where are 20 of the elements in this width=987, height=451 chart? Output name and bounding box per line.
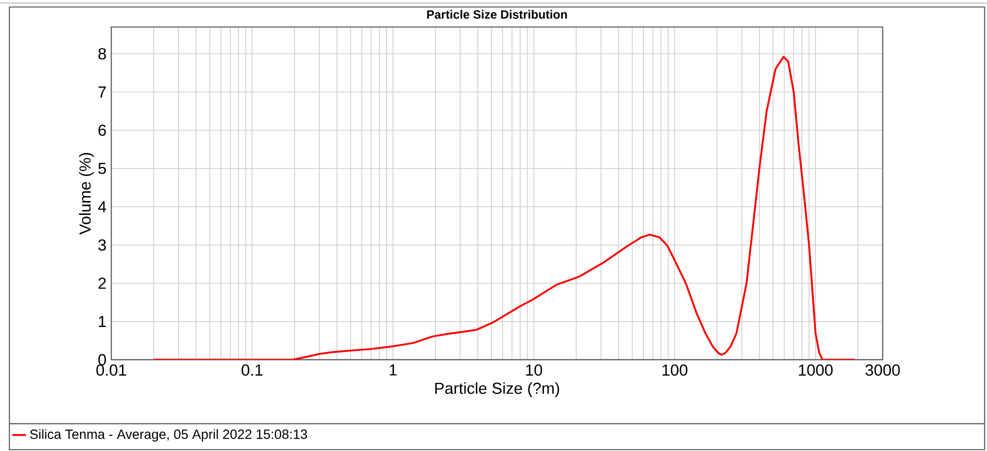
x-tick-label: 3000 [866, 364, 900, 376]
y-tick-label: 5 [98, 163, 106, 174]
y-tick-label: 2 [98, 278, 106, 289]
y-tick-label: 7 [98, 86, 106, 98]
y-axis-title: Volume (%) [79, 153, 94, 235]
y-tick-label: 6 [98, 124, 106, 136]
x-tick-label: 10 [526, 364, 542, 376]
legend-label: Silica Tenma - Average, 05 April 2022 15:08:13 [30, 429, 308, 442]
y-tick-label: 8 [98, 48, 106, 60]
y-tick-label: 1 [98, 316, 106, 328]
x-tick-label: 0.01 [96, 364, 126, 376]
y-tick-label: 3 [98, 240, 106, 251]
chart-title: Particle Size Distribution [427, 10, 567, 19]
x-tick-label: 100 [662, 364, 688, 376]
x-tick-label: 1000 [798, 364, 833, 376]
x-tick-label: 1 [390, 364, 397, 376]
y-tick-label: 4 [98, 201, 106, 212]
y-tick-label: 0 [98, 354, 106, 366]
x-tick-label: 0.1 [242, 364, 262, 376]
x-axis-title: Particle Size (?m) [435, 382, 560, 398]
